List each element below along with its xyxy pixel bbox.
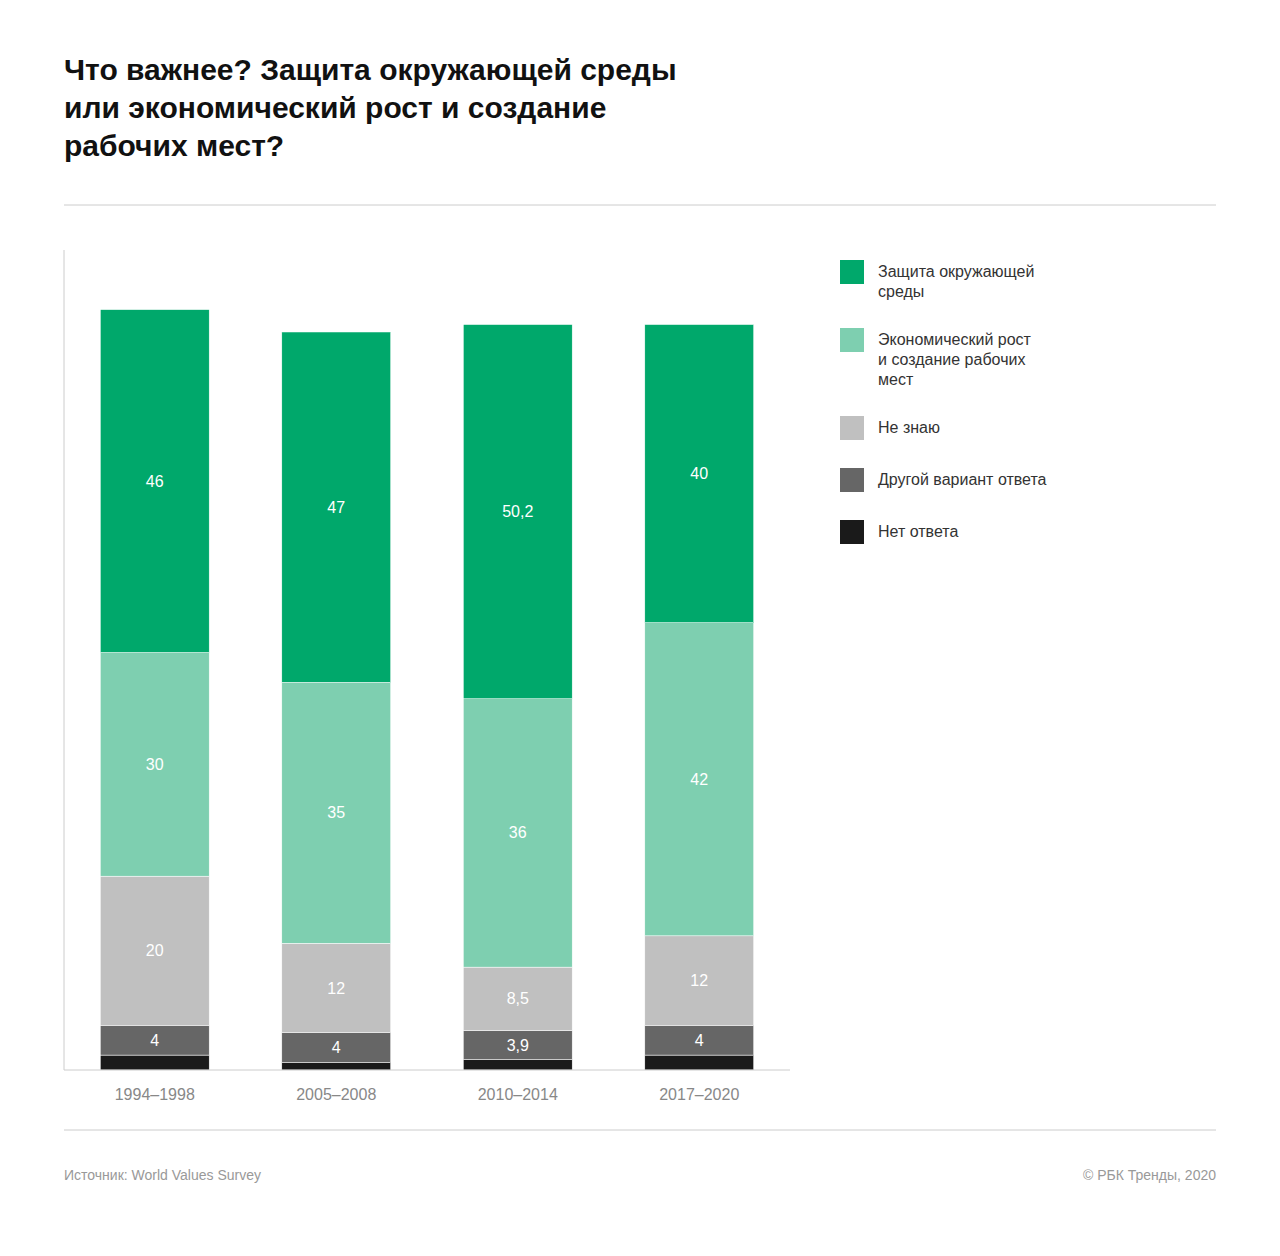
data-label: 40 [690, 465, 708, 482]
legend-swatch [840, 416, 864, 440]
data-label: 42 [690, 771, 708, 788]
legend-swatch [840, 328, 864, 352]
data-label: 4 [150, 1032, 159, 1049]
y-axis-line [64, 250, 65, 1070]
bar-segment [645, 325, 754, 623]
chart: Что важнее? Защита окружающей средыили э… [0, 0, 1280, 1256]
data-labels: 4 4 3,9 4 20 12 8,5 12 30 35 36 42 46 47 50,2 40 [146, 465, 708, 1056]
x-tick-label: 1994–1998 [115, 1086, 195, 1103]
x-tick-label: 2005–2008 [296, 1086, 376, 1103]
separator [64, 205, 1216, 206]
x-tick-label: 2010–2014 [478, 1086, 558, 1103]
bars [100, 310, 753, 1070]
x-tick-label: 2017–2020 [659, 1086, 739, 1103]
bar-segment [645, 1055, 754, 1070]
bar-segment [645, 936, 754, 1025]
bar-segment [282, 1033, 391, 1063]
legend-label: Защита окружающейсреды [878, 263, 1034, 300]
legend-swatch [840, 260, 864, 284]
separator [64, 1130, 1216, 1131]
data-label: 20 [146, 942, 164, 959]
source: Источник: World Values Survey [64, 1167, 261, 1183]
data-label: 46 [146, 473, 164, 490]
legend-swatch [840, 520, 864, 544]
title: Что важнее? Защита окружающей средыили э… [64, 53, 677, 162]
legend: Защита окружающейсреды Экономический рост… [840, 260, 1047, 544]
bar-segment [463, 1030, 572, 1059]
bar-segment [463, 967, 572, 1030]
bar-segment [100, 1025, 209, 1055]
data-label: 36 [509, 824, 527, 841]
data-label: 8,5 [507, 990, 529, 1007]
bar-segment [282, 682, 391, 943]
data-label: 4 [695, 1032, 704, 1049]
data-label: 3,9 [507, 1037, 529, 1054]
copyright: © РБК Тренды, 2020 [1083, 1167, 1216, 1183]
bar-segment [282, 1063, 391, 1070]
bar-segment [463, 325, 572, 699]
bar-segment [100, 1055, 209, 1070]
data-label: 12 [327, 980, 345, 997]
data-label: 30 [146, 756, 164, 773]
bar-segment [645, 623, 754, 936]
bar-segment [282, 332, 391, 682]
legend-label: Нет ответа [878, 523, 958, 540]
data-label: 4 [332, 1039, 341, 1056]
bar-segment [100, 310, 209, 653]
data-label: 50,2 [502, 503, 533, 520]
legend-swatch [840, 468, 864, 492]
bar-segment [645, 1025, 754, 1055]
x-axis-line [64, 1070, 790, 1071]
data-label: 35 [327, 804, 345, 821]
bar-segment [463, 699, 572, 967]
bar-segment [100, 653, 209, 877]
legend-label: Другой вариант ответа [878, 471, 1047, 488]
bar-segment [282, 943, 391, 1032]
data-label: 12 [690, 972, 708, 989]
legend-label: Экономический рости создание рабочихмест [878, 331, 1032, 388]
bar-segment [463, 1060, 572, 1070]
legend-label: Не знаю [878, 419, 940, 436]
bar-segment [100, 876, 209, 1025]
data-label: 47 [327, 499, 345, 516]
background [0, 0, 1280, 1256]
